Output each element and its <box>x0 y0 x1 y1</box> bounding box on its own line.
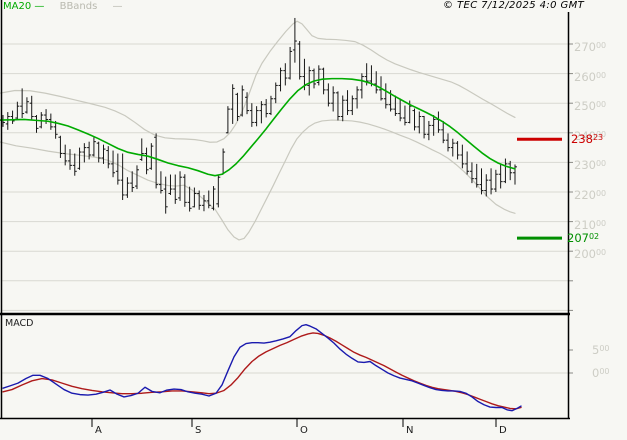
indicator-legend: MA20 — BBands — <box>3 1 123 12</box>
marker-price-label: 20702 <box>567 231 600 245</box>
macd-axis-label: 500 <box>592 343 610 357</box>
month-label-N: N <box>406 425 414 436</box>
copyright-text: © TEC 7/12/2025 4:0 GMT <box>443 0 585 11</box>
price-axis-label: 27000 <box>574 40 607 54</box>
marker-price-label: 23823 <box>571 132 604 146</box>
price-axis-label: 22000 <box>574 188 607 202</box>
bollinger-lower-band <box>0 119 516 241</box>
ma20-legend-dash: — <box>34 1 45 12</box>
price-axis-label: 20000 <box>574 247 607 261</box>
macd-signal-line <box>2 332 522 410</box>
month-label-S: S <box>195 425 202 436</box>
bollinger-upper-band <box>0 20 516 143</box>
macd-axis-label: 000 <box>592 366 610 380</box>
month-label-A: A <box>95 425 102 436</box>
bbands-legend-label: BBands <box>59 1 98 12</box>
price-axis-label: 23000 <box>574 158 607 172</box>
price-axis-label: 24000 <box>574 129 607 143</box>
price-axis-label: 21000 <box>574 218 607 232</box>
month-label-D: D <box>499 425 507 436</box>
macd-panel-title: MACD <box>5 318 34 329</box>
ma20-legend-label: MA20 <box>3 1 32 12</box>
macd-line <box>2 324 522 412</box>
ohlc-bars <box>1 17 517 214</box>
price-axis-label: 25000 <box>574 99 607 113</box>
price-axis-label: 26000 <box>574 70 607 84</box>
bbands-legend-dash: — <box>112 1 123 12</box>
ma20-line <box>0 77 516 177</box>
month-label-O: O <box>300 425 308 436</box>
